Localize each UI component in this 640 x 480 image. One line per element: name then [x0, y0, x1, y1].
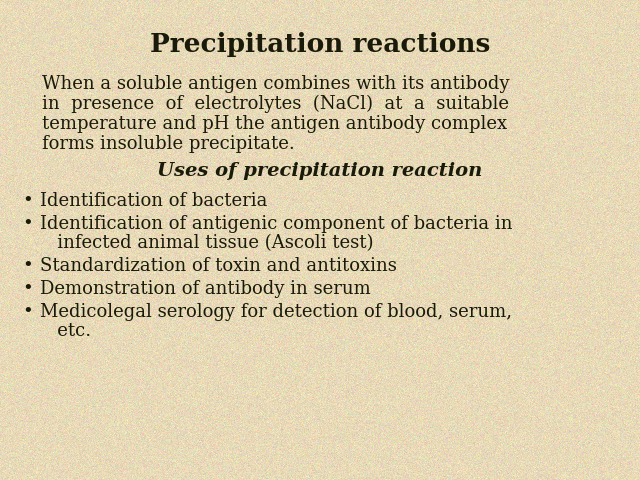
Text: infected animal tissue (Ascoli test): infected animal tissue (Ascoli test): [40, 234, 374, 252]
Text: Uses of precipitation reaction: Uses of precipitation reaction: [157, 162, 483, 180]
Text: Demonstration of antibody in serum: Demonstration of antibody in serum: [40, 280, 371, 298]
Text: forms insoluble precipitate.: forms insoluble precipitate.: [42, 135, 295, 153]
Text: •: •: [22, 192, 33, 210]
Text: When a soluble antigen combines with its antibody: When a soluble antigen combines with its…: [42, 75, 509, 93]
Text: Identification of bacteria: Identification of bacteria: [40, 192, 268, 210]
Text: Medicolegal serology for detection of blood, serum,: Medicolegal serology for detection of bl…: [40, 303, 512, 321]
Text: Identification of antigenic component of bacteria in: Identification of antigenic component of…: [40, 215, 513, 233]
Text: •: •: [22, 215, 33, 233]
Text: Precipitation reactions: Precipitation reactions: [150, 32, 490, 57]
Text: temperature and pH the antigen antibody complex: temperature and pH the antigen antibody …: [42, 115, 507, 133]
Text: Standardization of toxin and antitoxins: Standardization of toxin and antitoxins: [40, 257, 397, 275]
Text: etc.: etc.: [40, 322, 91, 340]
Text: •: •: [22, 303, 33, 321]
Text: •: •: [22, 280, 33, 298]
Text: •: •: [22, 257, 33, 275]
Text: in  presence  of  electrolytes  (NaCl)  at  a  suitable: in presence of electrolytes (NaCl) at a …: [42, 95, 509, 113]
